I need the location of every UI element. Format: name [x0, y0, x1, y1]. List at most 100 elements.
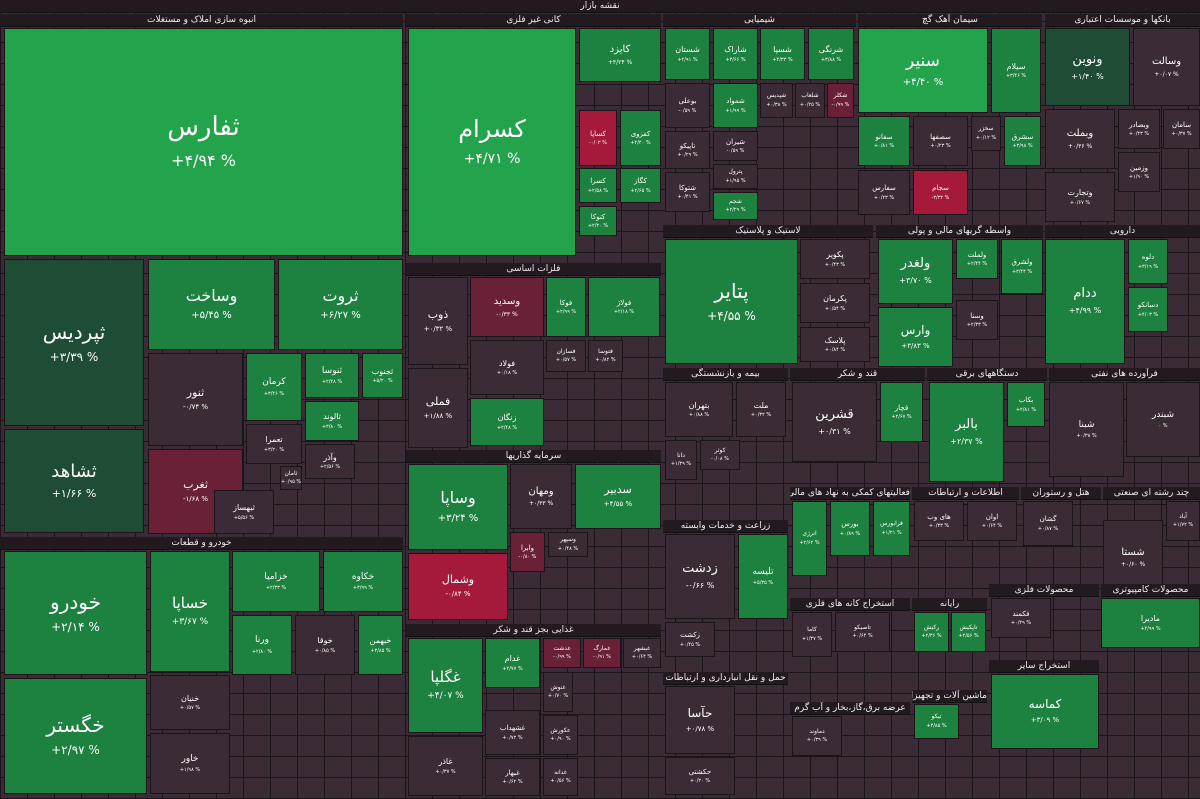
stock-tile: خاور +۱/۹۸ % [150, 733, 230, 794]
stock-symbol: شلعاب [801, 92, 819, 100]
stock-change: +۴/۴۰ % [902, 76, 944, 88]
stock-change: +۳/۹۹ % [352, 585, 374, 592]
stock-symbol: ثبهساز [233, 503, 255, 513]
stock-tile: ثروت +۶/۲۷ % [278, 259, 403, 350]
stock-change: -۰/۵۹ % [678, 107, 697, 114]
stock-change: +۰/۵۶ % [550, 778, 571, 785]
stock-symbol: کایزد [609, 44, 631, 56]
stock-tile: فسازان +۰/۵۷ % [546, 340, 586, 372]
stock-symbol: شیران [726, 137, 745, 146]
stock-change: -۰/۹۱ % [593, 654, 611, 661]
stock-tile: عکورش +۰/۹۰ % [543, 715, 578, 755]
sector-header: لاستیک و پلاستیک [663, 225, 873, 238]
sector-header: سیمان آهک گچ [858, 14, 1042, 27]
stock-change: +۰/۴۱ % [677, 194, 698, 201]
stock-symbol: زکشت [680, 631, 700, 640]
stock-symbol: وساپا [440, 488, 476, 508]
stock-tile: خزامیا +۲/۳۳ % [232, 551, 320, 612]
stock-change: +۳/۸۳ % [901, 341, 930, 350]
stock-change: -۱/۶۸ % [182, 495, 209, 504]
stock-change: +۲/۱۴ % [51, 620, 100, 635]
stock-tile: وساپا +۳/۲۴ % [408, 464, 508, 550]
stock-change: +۰/۳۷ % [435, 768, 456, 775]
stock-change: +۲/۳۰ % [587, 223, 609, 230]
stock-change: +۴/۰۳ % [1137, 311, 1159, 318]
stock-tile: پتایر +۴/۵۵ % [665, 239, 798, 364]
stock-symbol: سجام [932, 184, 949, 193]
stock-symbol: سشرق [1011, 132, 1034, 141]
stock-symbol: بالبر [955, 416, 978, 432]
stock-symbol: شستا [1121, 546, 1145, 558]
sector-header: استخراج کانه های فلزی [790, 598, 910, 611]
stock-symbol: کتوکا [590, 212, 606, 221]
stock-symbol: شبنا [1078, 419, 1095, 430]
stock-symbol: ولشرق [1011, 258, 1033, 267]
stock-tile: کسرا +۲/۵۸ % [579, 168, 617, 203]
stock-symbol: شستان [675, 45, 700, 55]
stock-tile: ثنوسا +۲/۲۸ % [305, 353, 359, 398]
stock-symbol: وارس [900, 322, 931, 337]
stock-tile: ملت +۰/۳۲ % [736, 382, 786, 437]
stock-tile: شیران -۰/۵۹ % [713, 131, 758, 161]
stock-tile: پکویر +۰/۴۳ % [800, 239, 870, 279]
stock-tile: کماسه +۳/۰۹ % [991, 674, 1099, 749]
stock-change: +۵/۴۵ % [191, 310, 232, 322]
stock-symbol: بوعلی [678, 97, 697, 106]
stock-change: +۵/۵۶ % [233, 514, 255, 521]
stock-symbol: رکیش [923, 623, 940, 631]
stock-symbol: کرمان [262, 377, 286, 388]
stock-change: +۲/۲۸ % [321, 379, 343, 386]
stock-change: +۰/۶۷ % [1069, 199, 1091, 206]
stock-tile: کاما +۱/۳۷ % [792, 612, 832, 657]
stock-change: +۰/۰۷ % [1154, 70, 1179, 78]
stock-change: +۳/۰۹ % [1030, 716, 1060, 725]
sector-header: خودرو و قطعات [0, 537, 403, 550]
stock-tile: خگستر +۲/۹۷ % [4, 678, 147, 794]
stock-tile: پکرمان +۰/۵۴ % [800, 283, 870, 323]
sector-header: ماشین آلات و تجهیزات [912, 690, 987, 703]
stock-tile: سفانو +۰/۸۱ % [858, 116, 910, 166]
stock-change: -۰/۶۶ % [685, 581, 715, 591]
stock-symbol: ثغرب [183, 478, 208, 492]
stock-symbol: وزمین [1130, 163, 1148, 172]
stock-change: +۳/۴۶ % [1005, 73, 1027, 80]
stock-change: +۰/۳۱ % [818, 426, 851, 436]
stock-symbol: کگاز [634, 177, 647, 186]
stock-symbol: ومهان [528, 485, 554, 497]
stock-change: +۴/۹۴ % [171, 151, 236, 171]
stock-tile: شسپا +۴/۳۳ % [760, 28, 805, 80]
stock-tile: شبندر ۰ % [1126, 382, 1200, 457]
stock-change: +۰/۳۳ % [928, 523, 950, 530]
stock-change: -۰/۰۳ % [589, 140, 607, 147]
stock-tile: غبهار +۰/۶۲ % [485, 758, 540, 796]
stock-change: +۲/۵۶ % [958, 633, 979, 640]
stock-change: -۰/۹۹ % [831, 101, 850, 108]
stock-symbol: شسپا [773, 45, 792, 55]
stock-symbol: ذوب [427, 307, 449, 321]
stock-tile: ثجنوب +۵/۲۰ % [362, 353, 403, 398]
stock-symbol: وتجارت [1067, 188, 1093, 198]
sector-header: بیمه و بازنشستگی [663, 368, 788, 381]
stock-change: +۴/۷۱ % [463, 150, 521, 167]
sector-header: محصولات کامپیوتری [1101, 584, 1200, 597]
stock-symbol: خاور [181, 753, 199, 764]
stock-symbol: خنیان [180, 693, 200, 703]
stock-change: +۳/۸۸ % [820, 56, 842, 63]
stock-symbol: ثروت [322, 285, 359, 305]
stock-change: +۲/۴۴ % [966, 261, 988, 268]
stock-symbol: غدانه [554, 768, 567, 776]
stock-change: +۲/۶۷ % [891, 414, 912, 421]
stock-change: +۰/۹۵ % [280, 479, 302, 486]
stock-change: -۰/۵۹ % [726, 148, 745, 155]
sector-header: چند رشته ای صنعتی [1103, 487, 1200, 500]
stock-change: ۰ % [1158, 423, 1168, 430]
stock-change: +۱/۹۸ % [179, 767, 201, 774]
stock-change: +۳/۲۰ % [263, 446, 285, 453]
stock-tile: مادیرا +۴/۹۹ % [1101, 598, 1200, 648]
stock-tile: حآسا +۰/۷۸ % [665, 686, 735, 754]
stock-tile: شبنا +۰/۳۸ % [1049, 382, 1124, 477]
stock-tile: وبصادر +۰/۴۳ % [1118, 109, 1160, 149]
stock-tile: بتهران +۰/۸۸ % [665, 382, 733, 437]
stock-tile: ثپردیس +۳/۳۹ % [4, 259, 144, 426]
stock-tile: سیلام +۳/۴۶ % [991, 28, 1041, 113]
